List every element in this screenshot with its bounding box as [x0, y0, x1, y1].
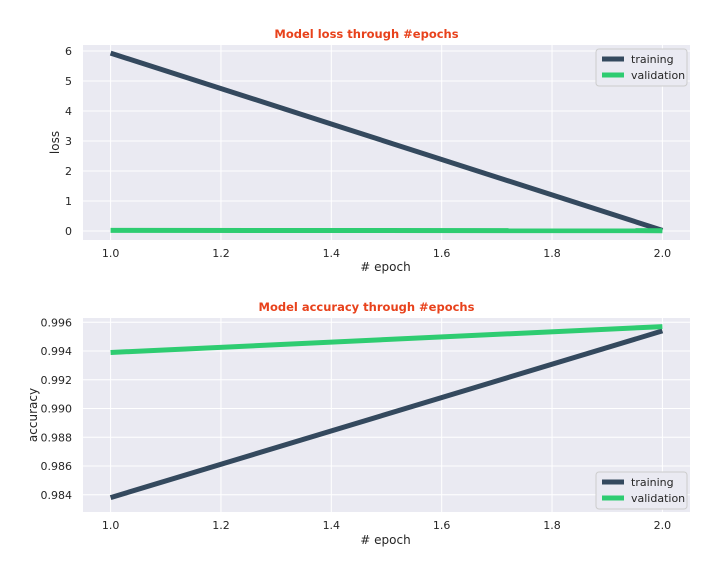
x-tick-label: 2.0	[654, 247, 672, 260]
y-tick-label: 2	[65, 165, 72, 178]
x-axis-label: # epoch	[360, 533, 410, 547]
y-tick-label: 3	[65, 135, 72, 148]
series-line-training	[109, 328, 664, 500]
chart-title: Model accuracy through #epochs	[259, 300, 475, 314]
x-tick-label: 1.4	[323, 519, 341, 532]
legend-label-training: training	[631, 476, 674, 489]
x-tick-label: 1.6	[433, 519, 451, 532]
y-tick-label: 0.996	[41, 316, 73, 329]
x-tick-label: 1.2	[212, 519, 230, 532]
x-axis-label: # epoch	[360, 260, 410, 274]
y-tick-label: 0.990	[41, 403, 73, 416]
y-tick-label: 5	[65, 75, 72, 88]
legend: training validation	[595, 471, 688, 510]
x-tick-label: 1.8	[543, 247, 561, 260]
legend: training validation	[595, 48, 688, 87]
y-tick-label: 0.992	[41, 374, 73, 387]
series-line-validation	[110, 324, 663, 355]
y-axis-label: accuracy	[26, 388, 40, 442]
x-tick-label: 1.6	[433, 247, 451, 260]
y-tick-label: 1	[65, 195, 72, 208]
y-tick-label: 0	[65, 225, 72, 238]
x-tick-label: 1.0	[102, 247, 120, 260]
y-tick-label: 0.988	[41, 431, 73, 444]
legend-label-training: training	[631, 53, 674, 66]
y-tick-label: 4	[65, 105, 72, 118]
y-tick-label: 0.994	[41, 345, 73, 358]
x-tick-label: 1.0	[102, 519, 120, 532]
x-tick-label: 1.2	[212, 247, 230, 260]
x-tick-label: 1.8	[543, 519, 561, 532]
y-tick-label: 0.984	[41, 489, 73, 502]
legend-label-validation: validation	[631, 492, 685, 505]
chart-loss: 0 1 2 3 4 5 6 1.0 1.2 1.4 1.6 1.8 2.0 Model loss thro…	[48, 27, 690, 274]
x-tick-label: 1.4	[323, 247, 341, 260]
series-line-training	[109, 50, 664, 233]
y-axis-label: loss	[48, 131, 62, 154]
legend-label-validation: validation	[631, 69, 685, 82]
y-tick-label: 0.986	[41, 460, 73, 473]
chart-accuracy: 0.984 0.986 0.988 0.990 0.992 0.994 0.996 1.0 1.…	[26, 300, 690, 547]
x-tick-label: 2.0	[654, 519, 672, 532]
chart-title: Model loss through #epochs	[274, 27, 458, 41]
y-tick-label: 6	[65, 45, 72, 58]
